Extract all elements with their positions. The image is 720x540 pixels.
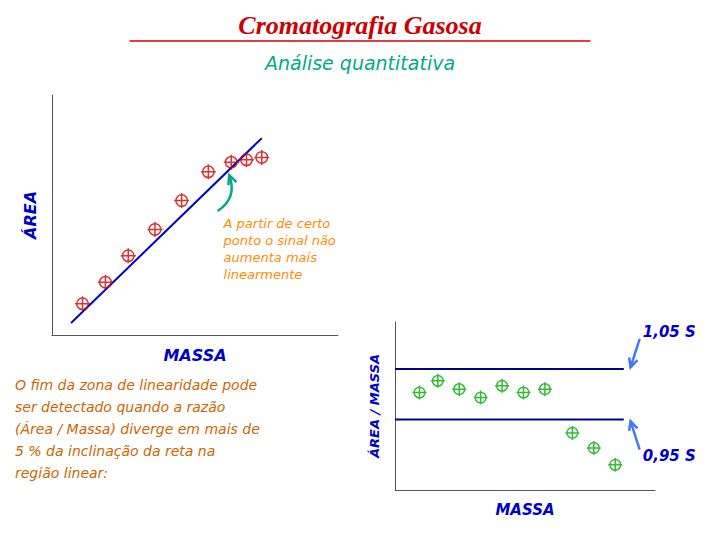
svg-text:MASSA: MASSA — [163, 346, 226, 365]
svg-text:0,95 S: 0,95 S — [643, 447, 696, 465]
svg-text:ÁREA / MASSA: ÁREA / MASSA — [367, 354, 382, 459]
svg-text:5 % da inclinação da reta na: 5 % da inclinação da reta na — [15, 443, 215, 459]
svg-text:1,05 S: 1,05 S — [643, 323, 696, 341]
svg-text:MASSA: MASSA — [495, 501, 554, 519]
svg-text:ponto o sinal não: ponto o sinal não — [223, 233, 336, 248]
svg-text:O fim da zona de linearidade p: O fim da zona de linearidade pode — [15, 377, 257, 393]
svg-text:(Área / Massa) diverge em mais: (Área / Massa) diverge em mais de — [15, 421, 260, 437]
svg-text:região linear:: região linear: — [15, 465, 108, 481]
svg-text:A partir de certo: A partir de certo — [223, 216, 331, 231]
svg-text:aumenta mais: aumenta mais — [224, 250, 318, 265]
svg-text:Análise quantitativa: Análise quantitativa — [263, 52, 455, 74]
svg-text:Cromatografia Gasosa: Cromatografia Gasosa — [238, 11, 481, 40]
svg-text:ser detectado quando a razão: ser detectado quando a razão — [15, 399, 225, 415]
svg-text:linearmente: linearmente — [224, 267, 303, 282]
svg-text:ÁREA: ÁREA — [21, 191, 40, 241]
